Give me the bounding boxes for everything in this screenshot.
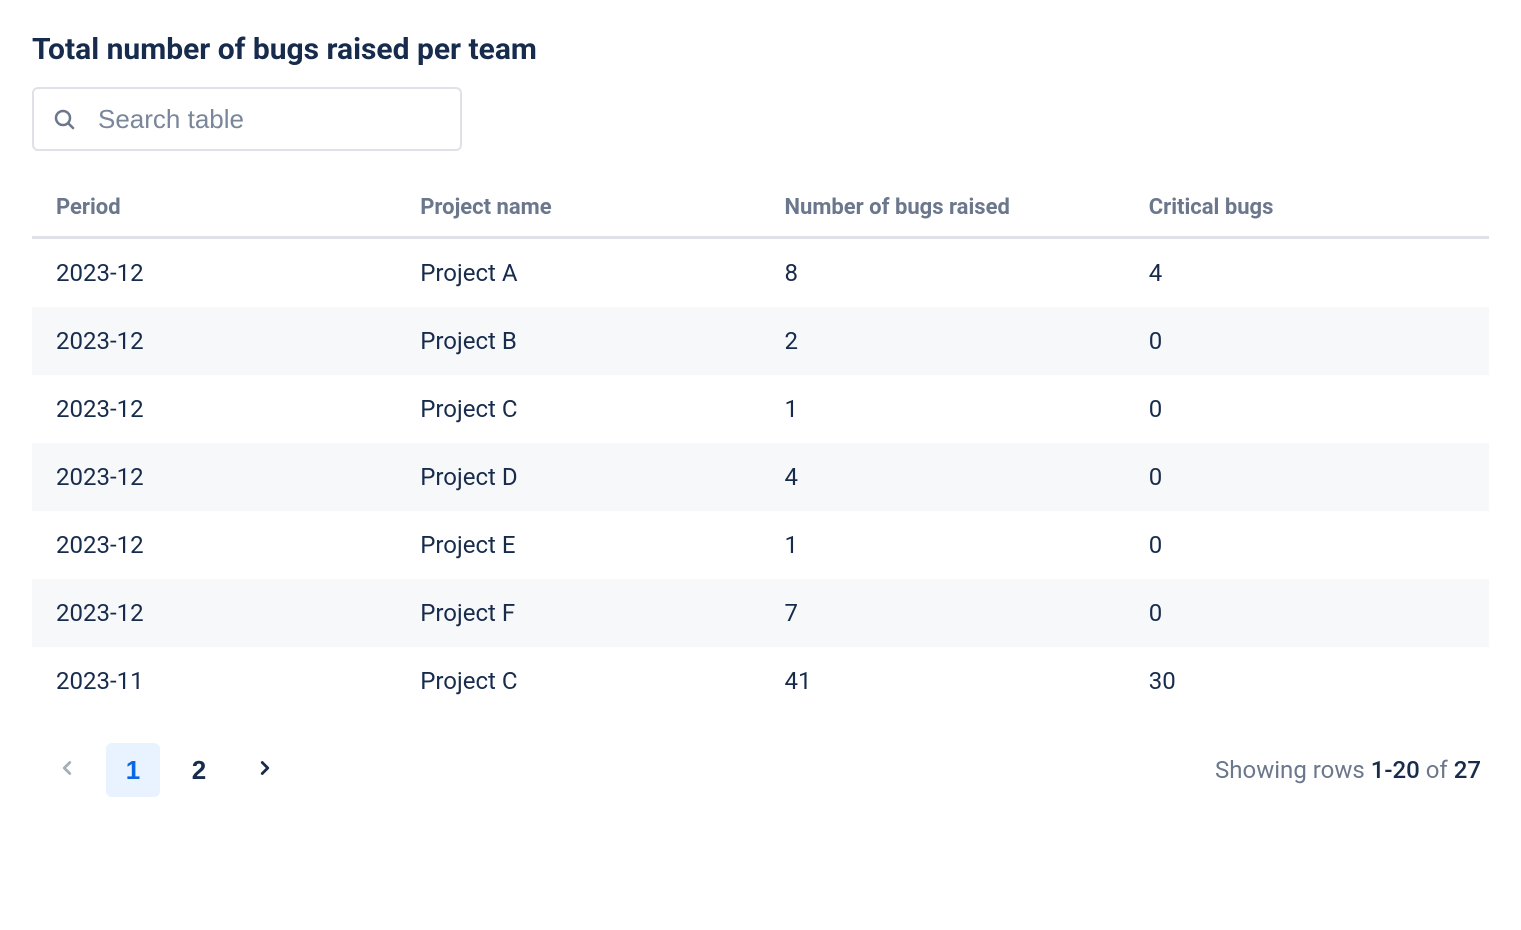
cell-critical: 0 <box>1125 579 1489 647</box>
cell-bugs: 4 <box>761 443 1125 511</box>
cell-project: Project D <box>396 443 760 511</box>
rows-info-range: 1-20 <box>1371 756 1420 784</box>
column-header-critical[interactable]: Critical bugs <box>1125 179 1489 238</box>
cell-bugs: 41 <box>761 647 1125 715</box>
table-row: 2023-12Project C10 <box>32 375 1489 443</box>
table-footer: 1 2 Showing rows 1-20 of 27 <box>32 743 1489 797</box>
rows-info-of: of <box>1420 756 1454 784</box>
cell-project: Project B <box>396 307 760 375</box>
search-input[interactable] <box>32 87 462 151</box>
column-header-project[interactable]: Project name <box>396 179 760 238</box>
table-row: 2023-12Project A84 <box>32 238 1489 308</box>
cell-project: Project C <box>396 375 760 443</box>
cell-critical: 0 <box>1125 307 1489 375</box>
cell-critical: 0 <box>1125 375 1489 443</box>
rows-info-prefix: Showing rows <box>1215 756 1371 784</box>
table-row: 2023-12Project B20 <box>32 307 1489 375</box>
cell-period: 2023-12 <box>32 443 396 511</box>
cell-project: Project E <box>396 511 760 579</box>
rows-info-total: 27 <box>1454 756 1481 784</box>
cell-bugs: 7 <box>761 579 1125 647</box>
cell-project: Project A <box>396 238 760 308</box>
chevron-right-icon <box>254 755 276 786</box>
table-row: 2023-12Project E10 <box>32 511 1489 579</box>
cell-period: 2023-12 <box>32 579 396 647</box>
cell-critical: 0 <box>1125 443 1489 511</box>
pagination-prev-button[interactable] <box>40 743 94 797</box>
column-header-bugs[interactable]: Number of bugs raised <box>761 179 1125 238</box>
table-row: 2023-12Project D40 <box>32 443 1489 511</box>
pagination-page-2[interactable]: 2 <box>172 743 226 797</box>
cell-period: 2023-12 <box>32 238 396 308</box>
cell-period: 2023-12 <box>32 307 396 375</box>
pagination-next-button[interactable] <box>238 743 292 797</box>
cell-bugs: 2 <box>761 307 1125 375</box>
cell-critical: 4 <box>1125 238 1489 308</box>
cell-period: 2023-11 <box>32 647 396 715</box>
cell-bugs: 1 <box>761 375 1125 443</box>
cell-critical: 0 <box>1125 511 1489 579</box>
table-header-row: Period Project name Number of bugs raise… <box>32 179 1489 238</box>
cell-period: 2023-12 <box>32 511 396 579</box>
cell-bugs: 1 <box>761 511 1125 579</box>
bugs-table: Period Project name Number of bugs raise… <box>32 179 1489 715</box>
table-row: 2023-11Project C4130 <box>32 647 1489 715</box>
column-header-period[interactable]: Period <box>32 179 396 238</box>
cell-period: 2023-12 <box>32 375 396 443</box>
cell-project: Project C <box>396 647 760 715</box>
cell-bugs: 8 <box>761 238 1125 308</box>
pagination: 1 2 <box>40 743 292 797</box>
search-wrapper <box>32 87 462 151</box>
rows-info: Showing rows 1-20 of 27 <box>1215 756 1481 784</box>
chevron-left-icon <box>56 755 78 786</box>
page-title: Total number of bugs raised per team <box>32 32 1489 67</box>
table-row: 2023-12Project F70 <box>32 579 1489 647</box>
cell-critical: 30 <box>1125 647 1489 715</box>
cell-project: Project F <box>396 579 760 647</box>
pagination-page-1[interactable]: 1 <box>106 743 160 797</box>
